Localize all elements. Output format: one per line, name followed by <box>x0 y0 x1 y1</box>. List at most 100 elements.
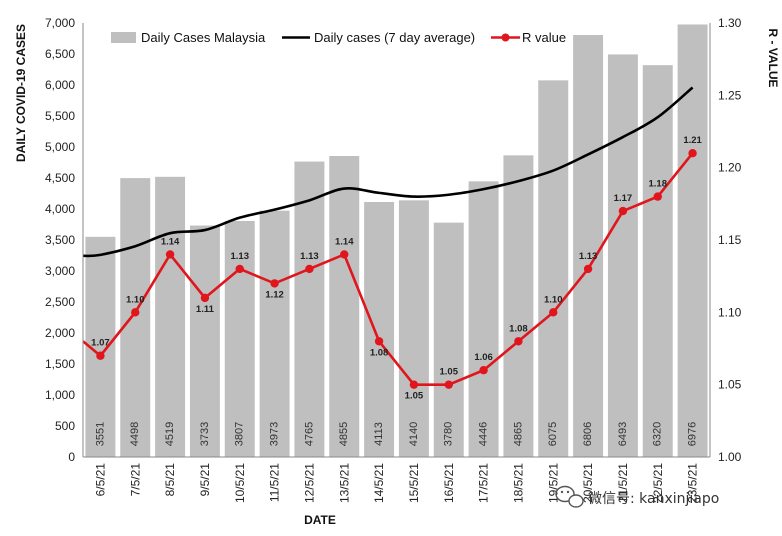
bar-value-label: 4865 <box>512 422 524 446</box>
legend: Daily Cases Malaysia Daily cases (7 day … <box>111 30 566 45</box>
r-value-label: 1.08 <box>509 323 528 334</box>
bar-value-label: 4855 <box>338 422 350 446</box>
x-tick-label: 12/5/21 <box>302 463 316 503</box>
bar-value-labels: 3551 4498 4519 3733 3807 3973 4765 4855 4113 4140… <box>94 422 698 446</box>
r-value-point-10/5/21 <box>235 264 244 274</box>
y-tick-label: 4,500 <box>45 171 75 185</box>
legend-label-r: R value <box>522 30 566 45</box>
bar-21/5/21 <box>607 54 638 458</box>
y-tick-label: 3,500 <box>45 233 75 247</box>
y-tick-label: 4,000 <box>45 202 75 216</box>
r-value-point-13/5/21 <box>340 250 349 259</box>
legend-label-bars: Daily Cases Malaysia <box>141 30 266 45</box>
wechat-icon <box>555 485 584 508</box>
r-value-label: 1.05 <box>440 367 459 378</box>
r-value-point-21/5/21 <box>618 206 628 216</box>
r-value-point-9/5/21 <box>200 293 210 303</box>
bar-22/5/21 <box>642 65 673 457</box>
bar-value-label: 4498 <box>129 422 141 446</box>
y-axis-title: DAILY COVID-19 CASES <box>14 24 28 162</box>
average-line-series <box>82 86 694 258</box>
y-tick-label: 6,500 <box>45 47 75 61</box>
x-tick-labels: 6/5/21 7/5/21 8/5/21 9/5/21 10/5/21 11/5/21 12… <box>93 463 699 503</box>
r-value-point-18/5/21 <box>514 337 523 346</box>
y-tick-label: 0 <box>68 450 75 464</box>
r-value-label: 1.10 <box>544 294 563 305</box>
x-tick-label: 18/5/21 <box>511 463 525 503</box>
axes <box>82 23 711 458</box>
y-tick-label: 2,500 <box>45 295 75 309</box>
legend-swatch-r-marker <box>501 33 510 42</box>
r-value-label: 1.17 <box>614 193 633 204</box>
r-value-point-19/5/21 <box>549 308 558 317</box>
r-value-label: 1.12 <box>265 289 284 300</box>
r-value-series: 1.07 1.10 1.14 1.11 1.13 1.12 1.13 1.14 1.08 1.05… <box>82 135 703 402</box>
r-value-label: 1.07 <box>91 338 110 349</box>
watermark: 微信号: kanxinjiapo <box>555 485 719 508</box>
bar-value-label: 4140 <box>408 422 420 446</box>
r-value-label: 1.13 <box>579 251 598 262</box>
bar-10/5/21 <box>224 220 255 457</box>
y-tick-label: 1,000 <box>45 388 75 402</box>
y2-tick-label: 1.30 <box>718 16 742 30</box>
bar-value-label: 3973 <box>268 422 280 446</box>
x-tick-label: 15/5/21 <box>407 463 421 503</box>
r-value-point-14/5/21 <box>374 337 384 346</box>
r-value-point-23/5/21 <box>688 149 697 158</box>
r-value-label: 1.10 <box>126 294 145 305</box>
bar-value-label: 3551 <box>94 422 106 446</box>
r-value-label: 1.21 <box>683 135 702 146</box>
bar-value-label: 6493 <box>617 422 629 446</box>
bar-value-label: 3807 <box>234 422 246 446</box>
bar-18/5/21 <box>503 155 534 457</box>
bar-19/5/21 <box>538 80 569 457</box>
r-value-point-8/5/21 <box>165 250 175 259</box>
bar-7/5/21 <box>120 178 151 457</box>
y-tick-label: 5,500 <box>45 109 75 123</box>
r-value-label: 1.18 <box>649 179 668 190</box>
bar-8/5/21 <box>155 176 186 457</box>
bar-23/5/21 <box>677 24 708 457</box>
bar-12/5/21 <box>294 161 325 457</box>
bar-value-label: 3780 <box>443 422 455 446</box>
y-tick-label: 500 <box>55 419 75 433</box>
bar-series <box>85 24 708 458</box>
x-tick-label: 11/5/21 <box>268 463 282 502</box>
bar-value-label: 6075 <box>547 422 559 446</box>
x-tick-label: 13/5/21 <box>337 463 351 503</box>
bar-value-label: 6320 <box>652 422 664 446</box>
x-tick-label: 17/5/21 <box>477 463 491 503</box>
legend-swatch-bars <box>111 32 136 43</box>
bar-11/5/21 <box>259 210 290 457</box>
y2-tick-label: 1.25 <box>718 88 742 102</box>
y2-tick-labels: 1.00 1.05 1.10 1.15 1.20 1.25 1.30 <box>718 16 742 464</box>
bar-20/5/21 <box>573 35 604 457</box>
x-tick-label: 20/5/21 <box>581 463 595 503</box>
x-tick-label: 22/5/21 <box>651 463 665 503</box>
r-value-label: 1.06 <box>474 352 493 363</box>
x-tick-label: 23/5/21 <box>686 463 700 503</box>
x-tick-label: 21/5/21 <box>616 463 630 503</box>
bar-value-label: 3733 <box>199 422 211 446</box>
y-tick-labels: 0 500 1,000 1,500 2,000 2,500 3,000 3,500 4,000 4… <box>45 16 75 464</box>
y2-tick-label: 1.15 <box>718 233 742 247</box>
r-value-point-22/5/21 <box>653 192 662 201</box>
bar-value-label: 6806 <box>582 422 594 446</box>
r-value-label: 1.13 <box>300 251 319 262</box>
x-tick-label: 10/5/21 <box>233 463 247 503</box>
y-tick-label: 1,500 <box>45 357 75 371</box>
legend-label-average: Daily cases (7 day average) <box>314 30 475 45</box>
bar-13/5/21 <box>329 155 360 458</box>
r-value-label: 1.14 <box>161 236 180 247</box>
bar-15/5/21 <box>398 200 429 457</box>
y2-tick-label: 1.00 <box>718 450 742 464</box>
r-value-point-16/5/21 <box>444 380 453 389</box>
r-value-point-11/5/21 <box>270 279 279 288</box>
y2-tick-label: 1.20 <box>718 161 742 175</box>
r-value-label: 1.11 <box>196 304 215 315</box>
r-value-label: 1.08 <box>370 347 389 358</box>
bar-value-label: 4519 <box>164 422 176 446</box>
y-tick-label: 3,000 <box>45 264 75 278</box>
